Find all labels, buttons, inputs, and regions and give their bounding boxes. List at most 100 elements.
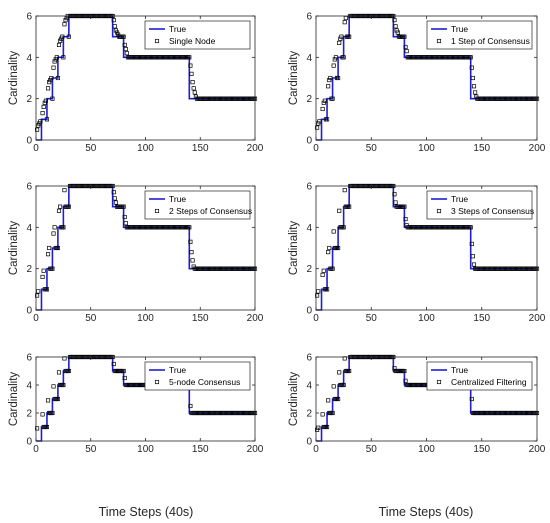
estimate-marker xyxy=(58,204,63,209)
estimate-marker xyxy=(36,289,41,294)
estimate-marker xyxy=(187,225,192,230)
x-tick-label: 0 xyxy=(33,143,39,154)
estimate-marker xyxy=(341,382,346,388)
estimate-marker xyxy=(55,245,60,251)
estimate-marker xyxy=(402,204,407,209)
estimate-marker xyxy=(44,424,50,430)
y-tick-label: 2 xyxy=(306,409,312,420)
estimate-marker xyxy=(325,117,330,122)
estimate-marker xyxy=(42,100,47,105)
estimate-marker xyxy=(50,266,55,271)
estimate-marker xyxy=(330,266,335,271)
estimate-marker xyxy=(49,75,54,81)
x-tick-label: 0 xyxy=(33,444,39,455)
estimate-marker xyxy=(47,80,52,85)
estimate-marker xyxy=(113,200,118,205)
y-tick-label: 6 xyxy=(306,12,312,23)
y-tick-label: 4 xyxy=(306,223,312,234)
y-axis-label: Cardinality xyxy=(288,372,300,427)
x-tick-label: 50 xyxy=(366,143,378,154)
y-tick-label: 4 xyxy=(306,381,312,392)
estimate-marker xyxy=(121,34,126,39)
estimate-marker xyxy=(37,121,42,126)
estimate-marker xyxy=(395,30,400,35)
estimate-marker xyxy=(51,231,56,236)
legend-estimate-swatch xyxy=(154,208,160,214)
true-series-line xyxy=(316,15,537,141)
estimate-marker xyxy=(122,42,127,47)
estimate-marker xyxy=(315,427,320,432)
legend-true-label: True xyxy=(169,194,186,204)
estimate-marker xyxy=(325,424,330,430)
estimate-marker xyxy=(320,272,325,277)
estimate-marker xyxy=(328,75,333,81)
y-tick-label: 2 xyxy=(306,264,312,275)
y-axis-label: Cardinality xyxy=(8,372,20,427)
true-series-line xyxy=(36,185,255,311)
legend-box xyxy=(144,361,251,391)
x-tick-label: 50 xyxy=(85,143,97,154)
estimate-marker xyxy=(189,71,194,76)
estimate-marker xyxy=(341,55,346,60)
estimate-marker xyxy=(392,18,397,23)
x-tick-label: 150 xyxy=(473,444,490,455)
y-tick-label: 0 xyxy=(26,136,32,147)
estimate-marker xyxy=(191,264,196,269)
estimate-marker xyxy=(121,368,126,374)
estimate-marker xyxy=(471,84,477,89)
legend-estimate-swatch xyxy=(436,38,442,44)
x-tick-label: 200 xyxy=(247,444,264,455)
estimate-marker xyxy=(112,196,117,201)
x-tick-label: 100 xyxy=(418,313,435,324)
x-tick-label: 0 xyxy=(313,313,319,324)
x-tick-label: 100 xyxy=(137,313,154,324)
estimate-marker xyxy=(40,412,45,417)
estimate-marker xyxy=(66,204,71,209)
estimate-marker xyxy=(190,258,195,263)
estimate-marker xyxy=(53,57,58,62)
estimate-marker xyxy=(404,223,409,228)
legend-box xyxy=(144,20,251,50)
estimate-marker xyxy=(58,38,63,43)
x-tick-label: 0 xyxy=(313,444,319,455)
estimate-marker xyxy=(403,217,408,222)
legend-true-label: True xyxy=(169,24,186,34)
estimate-marker xyxy=(316,289,321,294)
x-tick-label: 50 xyxy=(85,444,97,455)
y-tick-label: 2 xyxy=(26,409,32,420)
legend-box xyxy=(144,190,251,220)
panel-1: 0 50 100 150 200 0 2 4 6 Cardinality True Single No… xyxy=(8,12,264,155)
estimate-marker xyxy=(403,378,408,383)
x-tick-label: 100 xyxy=(137,143,154,154)
estimate-marker xyxy=(341,225,346,230)
estimate-marker xyxy=(327,245,332,251)
estimate-marker xyxy=(321,100,326,105)
estimate-marker xyxy=(51,65,56,70)
estimate-marker xyxy=(45,252,51,257)
estimate-marker xyxy=(325,287,330,292)
estimate-marker xyxy=(322,98,327,103)
estimate-marker xyxy=(470,254,475,259)
estimate-marker xyxy=(321,268,326,273)
estimate-marker xyxy=(38,119,43,124)
estimate-marker xyxy=(191,86,196,91)
y-tick-label: 6 xyxy=(306,182,312,193)
legend-estimate-swatch xyxy=(154,379,160,385)
estimate-marker xyxy=(330,96,335,101)
estimate-marker xyxy=(43,98,48,103)
panel-6: 0 50 100 150 200 0 2 4 6 Cardinality True Centraliz… xyxy=(288,353,546,456)
estimate-marker xyxy=(468,225,473,230)
x-tick-label: 100 xyxy=(137,444,154,455)
estimate-marker xyxy=(189,250,194,255)
y-tick-label: 0 xyxy=(26,306,32,317)
panel-5: 0 50 100 150 200 0 2 4 6 Cardinality True 5-node Co… xyxy=(8,353,264,456)
estimate-marker xyxy=(331,229,336,234)
estimate-marker xyxy=(347,34,352,39)
estimate-marker xyxy=(54,55,59,60)
y-tick-label: 6 xyxy=(26,353,32,364)
estimate-marker xyxy=(404,49,409,54)
x-tick-label: 100 xyxy=(418,143,435,154)
y-axis-label: Cardinality xyxy=(8,51,20,106)
y-tick-label: 0 xyxy=(306,306,312,317)
